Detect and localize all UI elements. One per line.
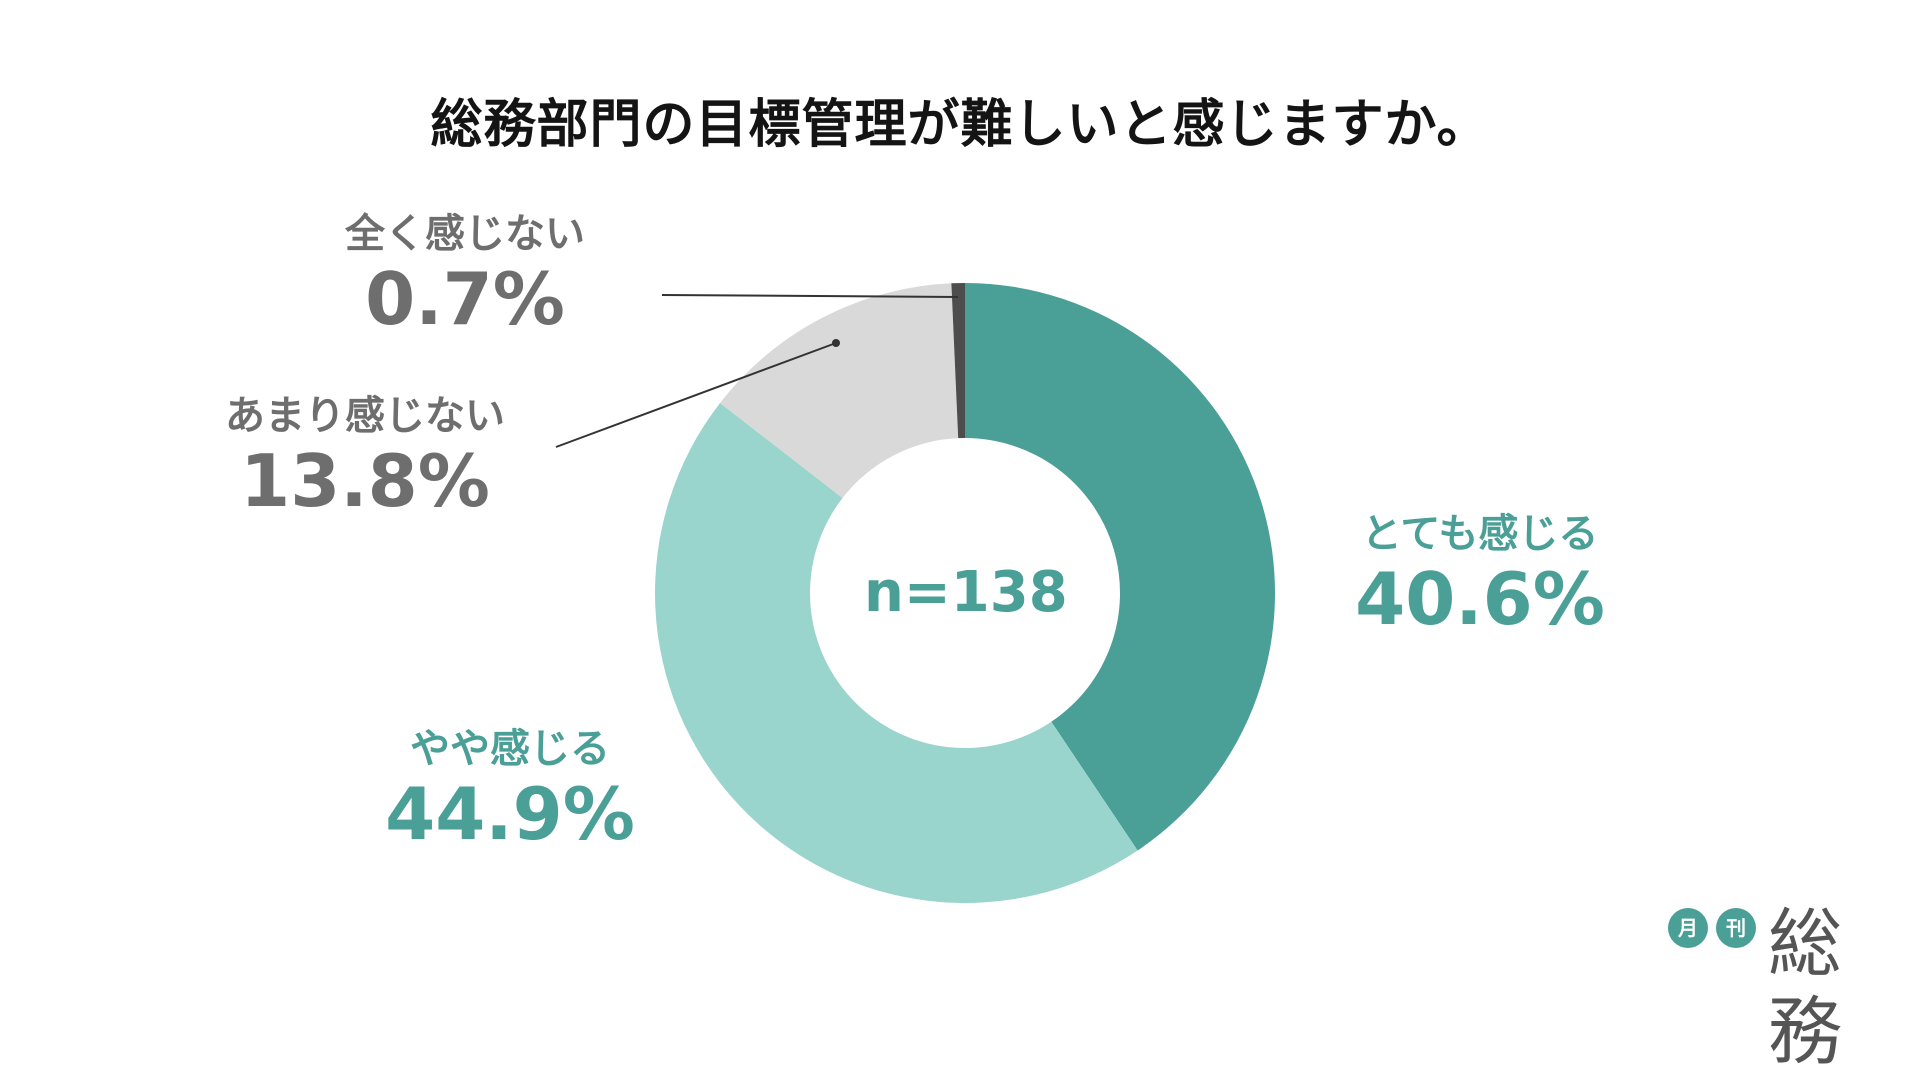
category-label: やや感じる (410, 726, 610, 772)
leader-dot-amari (832, 339, 840, 347)
value-label: 40.6% (1355, 557, 1605, 641)
label-amari: あまり感じない 13.8% (190, 392, 540, 523)
slice-totemo (965, 283, 1275, 851)
value-label: 44.9% (385, 772, 635, 856)
label-zenzen: 全く感じない 0.7% (300, 210, 630, 341)
slice-amari (720, 283, 959, 498)
value-label: 0.7% (365, 257, 565, 341)
logo-wordmark: 総務 (1768, 901, 1844, 1075)
donut-chart (555, 283, 1275, 903)
chart-title: 総務部門の目標管理が難しいと感じますか。 (430, 95, 1490, 155)
leader-line-zenzen (661, 294, 959, 298)
category-label: 全く感じない (345, 211, 585, 257)
logo-badge-tsuki: 月 (1668, 908, 1708, 948)
sample-size-label: n=138 (864, 560, 1068, 625)
publisher-logo: 月 刊 総務 (1668, 900, 1908, 1075)
leader-line-amari (555, 342, 837, 448)
category-label: とても感じる (1361, 511, 1599, 557)
slice-zenzen (951, 283, 965, 439)
logo-badge-kan: 刊 (1716, 908, 1756, 948)
value-label: 13.8% (240, 439, 490, 523)
label-totemo: とても感じる 40.6% (1330, 510, 1630, 641)
category-label: あまり感じない (225, 393, 505, 439)
label-yaya: やや感じる 44.9% (370, 725, 650, 856)
slice-yaya (655, 402, 1138, 903)
